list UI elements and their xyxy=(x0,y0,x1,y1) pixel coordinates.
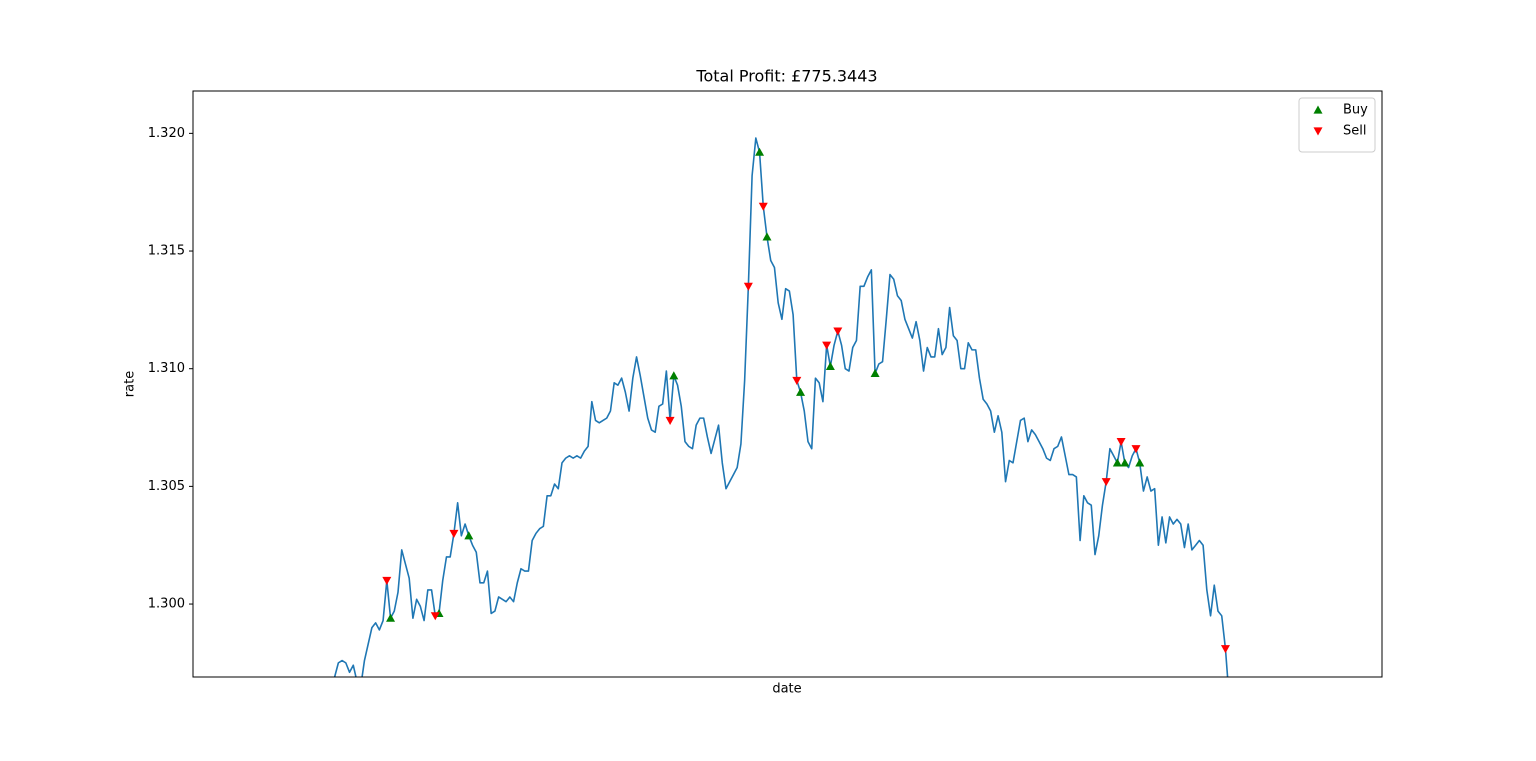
y-tick-label: 1.300 xyxy=(148,597,185,612)
buy-marker xyxy=(464,531,474,540)
x-axis-label: date xyxy=(772,682,801,697)
sell-marker xyxy=(743,282,753,291)
y-tick-label: 1.305 xyxy=(148,479,185,494)
axes-frame xyxy=(192,90,1383,678)
buy-marker xyxy=(825,361,835,370)
buy-marker xyxy=(386,613,396,622)
legend-label: Sell xyxy=(1343,124,1366,139)
chart-title: Total Profit: £775.3443 xyxy=(695,67,877,86)
buy-marker xyxy=(1112,458,1122,467)
sell-marker xyxy=(822,341,832,350)
plot-area xyxy=(333,137,1230,677)
sell-marker xyxy=(833,327,843,336)
y-tick-label: 1.320 xyxy=(148,126,185,141)
buy-marker xyxy=(1120,458,1130,467)
rate-line xyxy=(333,137,1229,677)
sell-marker xyxy=(1101,478,1111,487)
sell-marker xyxy=(792,376,802,385)
buy-marker xyxy=(669,371,679,380)
sell-marker xyxy=(430,612,440,621)
buy-marker xyxy=(755,147,765,156)
sell-marker xyxy=(449,529,459,538)
sell-marker xyxy=(1131,445,1141,454)
y-tick-label: 1.315 xyxy=(148,244,185,259)
buy-marker xyxy=(1135,458,1145,467)
y-axis-label: rate xyxy=(123,371,138,397)
legend-marker xyxy=(1313,127,1323,136)
y-tick-label: 1.310 xyxy=(148,361,185,376)
legend-label: Buy xyxy=(1343,103,1368,118)
buy-marker xyxy=(870,368,880,378)
buy-marker xyxy=(762,232,772,241)
sell-marker xyxy=(665,416,675,425)
buy-marker xyxy=(796,387,806,396)
sell-marker xyxy=(1220,645,1230,654)
legend-marker xyxy=(1313,105,1323,114)
sell-marker xyxy=(758,202,768,211)
sell-marker xyxy=(1116,438,1126,447)
sell-marker xyxy=(382,576,392,586)
